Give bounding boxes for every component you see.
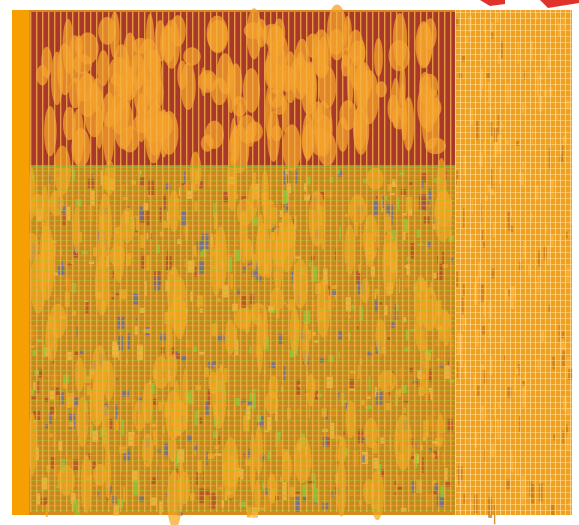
metal-vertical (30, 12, 455, 512)
page: {} html, body { margin: 0; padding: 0; w… (0, 0, 579, 525)
body: (() => { JSON.parse(document.getElementB… (0, 0, 579, 525)
chip-layout (0, 0, 579, 525)
right-grid (455, 10, 572, 515)
left-rail (12, 10, 29, 515)
